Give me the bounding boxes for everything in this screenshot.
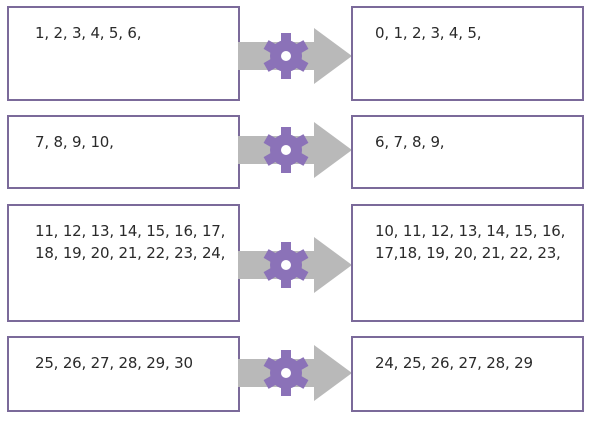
- transform-connector-4: [238, 345, 352, 401]
- input-box-3: 11, 12, 13, 14, 15, 16, 17, 18, 19, 20, …: [7, 204, 240, 322]
- transform-connector-2: [238, 122, 352, 178]
- output-sequence-4: 24, 25, 26, 27, 28, 29: [375, 354, 533, 372]
- output-box-3: 10, 11, 12, 13, 14, 15, 16, 17,18, 19, 2…: [351, 204, 584, 322]
- input-sequence-2: 7, 8, 9, 10,: [35, 133, 114, 151]
- output-box-2: 6, 7, 8, 9,: [351, 115, 584, 189]
- input-sequence-3: 11, 12, 13, 14, 15, 16, 17, 18, 19, 20, …: [35, 222, 226, 262]
- gear-icon: [263, 242, 309, 288]
- output-sequence-1: 0, 1, 2, 3, 4, 5,: [375, 24, 482, 42]
- transform-connector-3: [238, 237, 352, 293]
- gear-icon: [263, 127, 309, 173]
- input-sequence-4: 25, 26, 27, 28, 29, 30: [35, 354, 193, 372]
- gear-icon: [263, 33, 309, 79]
- transform-connector-1: [238, 28, 352, 84]
- input-box-1: 1, 2, 3, 4, 5, 6,: [7, 6, 240, 101]
- input-sequence-1: 1, 2, 3, 4, 5, 6,: [35, 24, 142, 42]
- input-box-4: 25, 26, 27, 28, 29, 30: [7, 336, 240, 412]
- output-sequence-3: 10, 11, 12, 13, 14, 15, 16, 17,18, 19, 2…: [375, 222, 566, 262]
- output-box-4: 24, 25, 26, 27, 28, 29: [351, 336, 584, 412]
- gear-icon: [263, 350, 309, 396]
- output-sequence-2: 6, 7, 8, 9,: [375, 133, 445, 151]
- output-box-1: 0, 1, 2, 3, 4, 5,: [351, 6, 584, 101]
- input-box-2: 7, 8, 9, 10,: [7, 115, 240, 189]
